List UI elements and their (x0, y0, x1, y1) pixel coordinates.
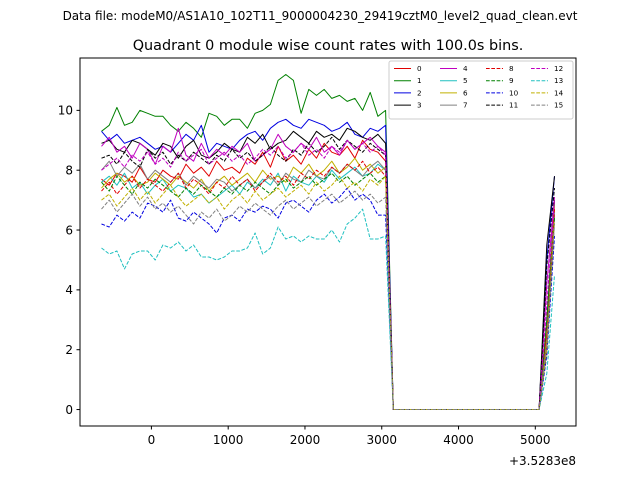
legend-label-0: 0 (417, 64, 422, 73)
x-offset-label: +3.5283e8 (509, 454, 576, 468)
legend-label-5: 5 (463, 76, 468, 85)
chart-title: Quadrant 0 module wise count rates with … (133, 38, 524, 54)
y-tick-label: 6 (65, 223, 73, 237)
series-line-15 (101, 190, 555, 410)
legend-label-8: 8 (509, 64, 514, 73)
legend-label-3: 3 (417, 101, 422, 110)
legend-label-4: 4 (463, 64, 468, 73)
y-tick-label: 4 (65, 283, 73, 297)
legend-label-1: 1 (417, 76, 422, 85)
y-axis: 0 2 4 6 8 10 (58, 104, 80, 417)
x-tick-label: 0 (148, 433, 156, 447)
series-line-12 (101, 139, 555, 410)
y-tick-label: 10 (58, 104, 73, 118)
figure-suptitle: Data file: modeM0/AS1A10_102T11_90000042… (63, 9, 578, 23)
legend-label-2: 2 (417, 88, 422, 97)
series-line-14 (101, 175, 555, 410)
series-layer (101, 74, 555, 410)
x-axis: 0 1000 2000 3000 4000 5000 (148, 426, 551, 447)
y-tick-label: 0 (65, 403, 73, 417)
legend-label-12: 12 (554, 64, 563, 73)
legend-label-7: 7 (463, 101, 468, 110)
legend-label-14: 14 (554, 88, 564, 97)
x-tick-label: 3000 (366, 433, 397, 447)
plot-frame (79, 57, 577, 427)
x-tick-label: 1000 (213, 433, 244, 447)
legend-label-10: 10 (509, 88, 519, 97)
legend-box (388, 60, 574, 120)
legend-label-15: 15 (554, 101, 563, 110)
y-tick-label: 8 (65, 163, 73, 177)
x-tick-label: 2000 (290, 433, 321, 447)
x-tick-label: 5000 (520, 433, 551, 447)
legend-label-13: 13 (554, 76, 563, 85)
legend-label-6: 6 (463, 88, 468, 97)
legend-label-9: 9 (509, 76, 514, 85)
y-tick-label: 2 (65, 343, 73, 357)
x-tick-label: 4000 (443, 433, 474, 447)
legend-label-11: 11 (509, 101, 518, 110)
